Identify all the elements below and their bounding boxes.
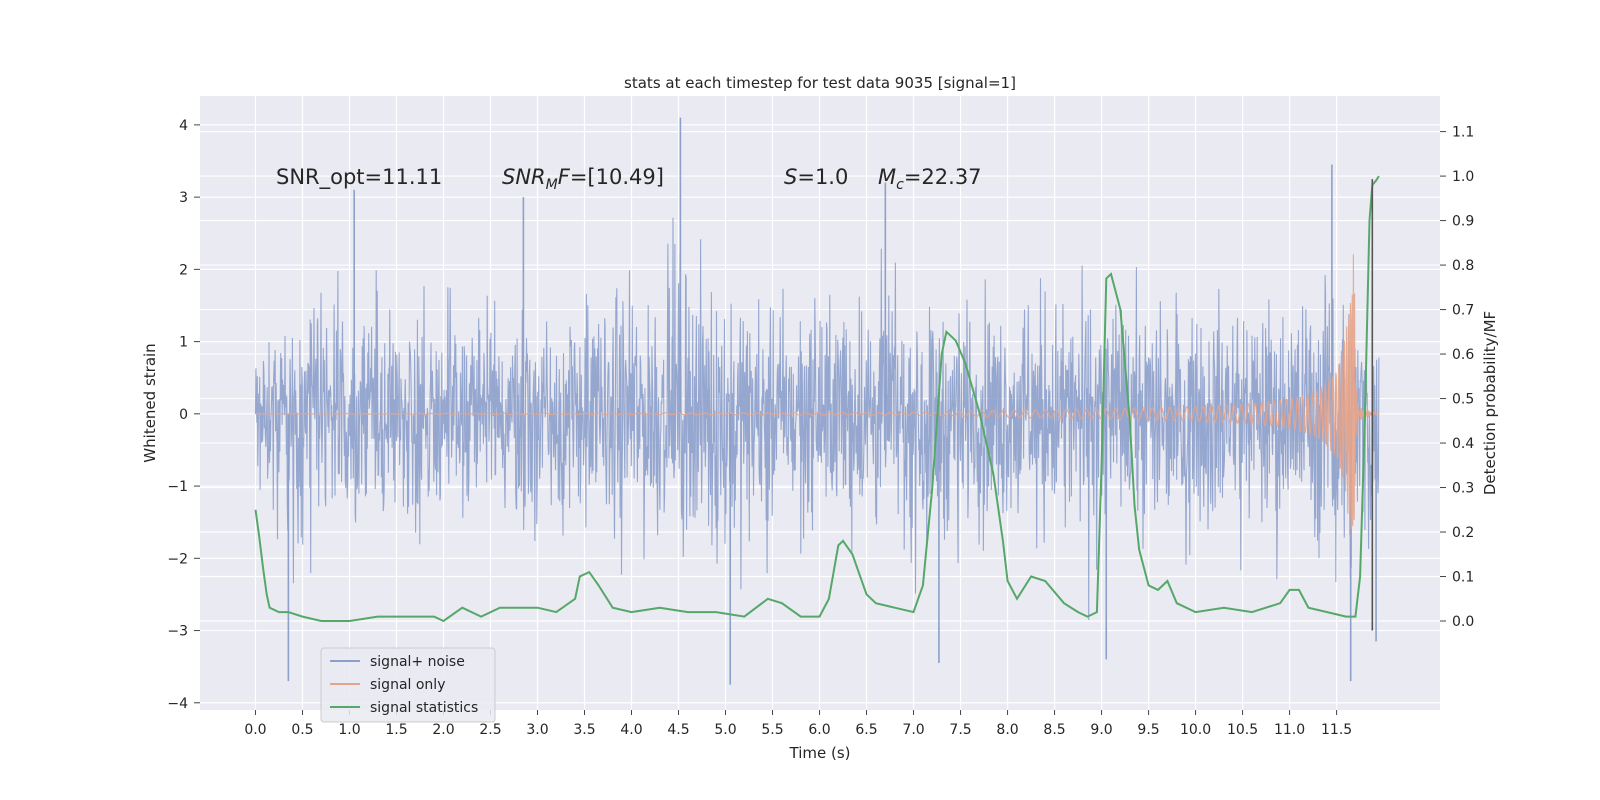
s-main: S <box>784 165 797 189</box>
snr-mf-sub: M <box>546 177 558 193</box>
y-axis-left: −4 −3 −2 −1 0 1 2 3 4 <box>167 118 200 712</box>
mc-value: =22.37 <box>904 165 982 189</box>
x-tick-label-2: 1.0 <box>338 722 360 738</box>
x-tick-label-18: 9.0 <box>1090 722 1112 738</box>
y-tick-label-5: 1 <box>179 335 188 351</box>
x-tick-label-15: 7.5 <box>949 722 971 738</box>
y2-tick-label-4: 0.4 <box>1452 436 1474 452</box>
signal-statistics-line <box>254 175 1380 623</box>
annotation-snr-mf: SNRMF=[10.49] <box>502 165 664 193</box>
signal-statistics-series <box>254 175 1380 623</box>
snr-mf-value: [10.49] <box>587 165 664 189</box>
x-tick-label-7: 3.5 <box>573 722 595 738</box>
y2-tick-label-0: 0.0 <box>1452 614 1474 630</box>
y-tick-label-3: −1 <box>167 479 188 495</box>
y-axis-label: Whitened strain <box>141 343 159 462</box>
legend-label-noise: signal+ noise <box>370 654 465 670</box>
x-tick-label-8: 4.0 <box>620 722 642 738</box>
legend-label-stats: signal statistics <box>370 700 478 716</box>
y2-tick-label-1: 0.1 <box>1452 570 1474 586</box>
y-tick-label-8: 4 <box>179 118 188 134</box>
mc-main: M <box>878 165 896 189</box>
legend-label-signal: signal only <box>370 677 445 693</box>
y-tick-label-2: −2 <box>167 551 188 567</box>
y2-axis-label: Detection probability/MF <box>1481 311 1499 495</box>
x-tick-label-12: 6.0 <box>808 722 830 738</box>
x-tick-label-17: 8.5 <box>1043 722 1065 738</box>
y2-tick-label-10: 1.0 <box>1452 169 1474 185</box>
annotations: SNR_opt=11.11 SNRMF=[10.49] S=1.0 Mc=22.… <box>276 165 982 193</box>
x-tick-label-6: 3.0 <box>526 722 548 738</box>
annotation-snr-opt: SNR_opt=11.11 <box>276 165 442 190</box>
y2-tick-label-6: 0.6 <box>1452 347 1474 363</box>
annotation-s: S=1.0 <box>784 165 848 189</box>
x-tick-label-16: 8.0 <box>996 722 1018 738</box>
x-tick-label-21: 10.5 <box>1227 722 1258 738</box>
y2-tick-label-7: 0.7 <box>1452 303 1474 319</box>
x-tick-label-9: 4.5 <box>667 722 689 738</box>
mc-sub: c <box>896 177 904 193</box>
x-axis-label: Time (s) <box>789 744 851 762</box>
snr-mf-tail: F= <box>558 165 588 189</box>
signal-only-series <box>255 254 1380 536</box>
x-tick-label-19: 9.5 <box>1137 722 1159 738</box>
signal-noise-line <box>254 217 1380 621</box>
y-axis-right: 0.0 0.1 0.2 0.3 0.4 0.5 0.6 0.7 0.8 0.9 1.0 1.1 <box>1440 125 1474 630</box>
legend-box <box>320 647 496 723</box>
y2-tick-label-9: 0.9 <box>1452 214 1474 230</box>
y2-tick-label-3: 0.3 <box>1452 481 1474 497</box>
x-tick-label-20: 10.0 <box>1180 722 1211 738</box>
y-tick-label-0: −4 <box>167 696 188 712</box>
x-tick-label-22: 11.0 <box>1274 722 1305 738</box>
annotation-mc: Mc=22.37 <box>878 165 982 193</box>
chart-title: stats at each timestep for test data 903… <box>624 74 1016 92</box>
x-tick-label-10: 5.0 <box>714 722 736 738</box>
y2-tick-label-2: 0.2 <box>1452 525 1474 541</box>
legend: signal+ noise signal only signal statist… <box>320 647 496 723</box>
x-tick-label-4: 2.0 <box>432 722 454 738</box>
y2-tick-label-5: 0.5 <box>1452 392 1474 408</box>
x-tick-label-3: 1.5 <box>385 722 407 738</box>
x-axis: 0.0 0.5 1.0 1.5 2.0 2.5 3.0 3.5 4.0 4.5 5.0 5.5 6.0 6… <box>244 710 1352 738</box>
x-tick-label-0: 0.0 <box>244 722 266 738</box>
y-tick-label-1: −3 <box>167 624 188 640</box>
y2-tick-label-11: 1.1 <box>1452 125 1474 141</box>
x-tick-label-14: 7.0 <box>902 722 924 738</box>
x-tick-label-11: 5.5 <box>761 722 783 738</box>
y-tick-label-6: 2 <box>179 262 188 278</box>
s-value: =1.0 <box>797 165 848 189</box>
x-tick-label-5: 2.5 <box>479 722 501 738</box>
x-tick-label-13: 6.5 <box>855 722 877 738</box>
snr-mf-main: SNR <box>502 165 546 189</box>
y-tick-label-7: 3 <box>179 190 188 206</box>
x-tick-label-23: 11.5 <box>1321 722 1352 738</box>
y2-tick-label-8: 0.8 <box>1452 258 1474 274</box>
x-tick-label-1: 0.5 <box>291 722 313 738</box>
y-tick-label-4: 0 <box>179 407 188 423</box>
signal-only-line <box>255 254 1380 536</box>
